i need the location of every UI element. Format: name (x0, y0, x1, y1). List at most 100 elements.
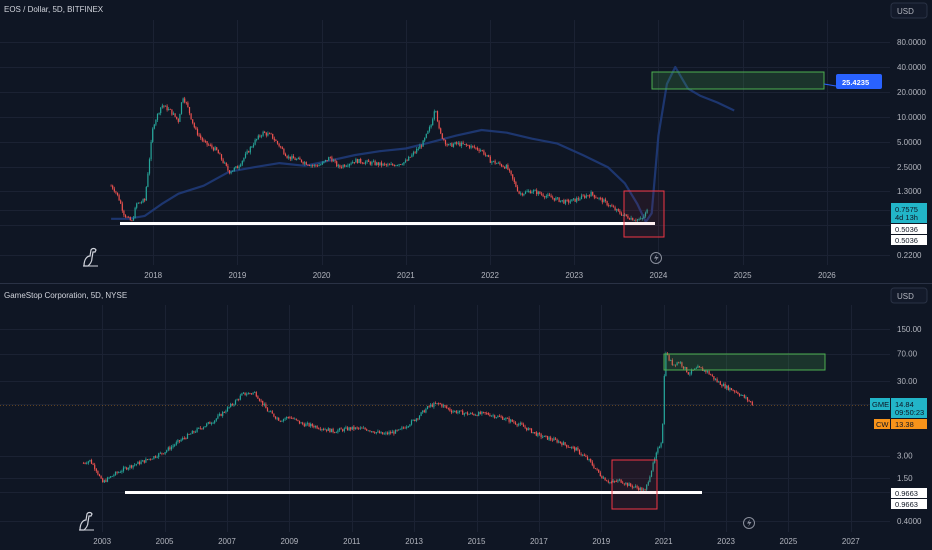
bottom-currency-label[interactable]: USD (897, 292, 914, 301)
bottom-target-zone[interactable] (663, 353, 826, 371)
candle-body (353, 426, 355, 430)
candle-body (257, 396, 259, 399)
candle-body (379, 162, 381, 166)
top-y-axis[interactable]: 80.0000 40.0000 20.0000 10.0000 5.0000 2.5000… (897, 38, 926, 260)
candle-body (516, 424, 518, 426)
candle-body (644, 489, 646, 491)
bottom-level-tag-2[interactable]: 0.9663 (891, 499, 927, 509)
candle-body (394, 429, 397, 434)
top-x-axis[interactable]: 2018 2019 2020 2021 2022 2023 2024 2025 2026 (144, 271, 836, 280)
candle-body (435, 111, 437, 112)
candle-body (90, 460, 93, 464)
candle-body (148, 458, 150, 460)
candle-body (575, 447, 577, 451)
candle-body (390, 164, 392, 165)
candle-body (209, 422, 211, 424)
candle-body (694, 368, 696, 371)
candle-body (380, 162, 383, 166)
candle-body (287, 417, 289, 418)
candle-body (318, 165, 320, 167)
top-target-zone[interactable] (651, 71, 825, 90)
candle-body (433, 403, 435, 407)
candle-body (367, 430, 369, 432)
candle-body (206, 423, 208, 427)
candle-body (553, 438, 555, 441)
candle-body (420, 412, 422, 416)
candle-body (391, 431, 393, 434)
candle-body (386, 432, 389, 434)
candle-body (580, 453, 582, 455)
candle-body (441, 404, 443, 407)
bottom-currency-button[interactable]: USD (890, 287, 928, 304)
top-dino-logo-icon[interactable] (83, 247, 98, 267)
top-level-tag-1[interactable]: 0.5036 (891, 224, 927, 234)
candle-body (584, 195, 586, 198)
candle-body (595, 197, 597, 199)
candle-body (521, 423, 523, 425)
top-price-tag[interactable]: 0.7575 4d 13h (891, 203, 927, 223)
bottom-lightning-icon[interactable] (743, 517, 755, 529)
candle-body (110, 476, 112, 478)
bottom-ticker-tag[interactable]: GME (870, 398, 890, 410)
candle-body (292, 418, 294, 419)
candle-body (484, 154, 487, 156)
candle-body (111, 476, 113, 477)
candle-body (124, 467, 126, 469)
bottom-dino-logo-icon[interactable] (79, 511, 94, 531)
candle-body (422, 410, 424, 413)
candle-body (294, 158, 296, 160)
candle-body (638, 487, 640, 491)
bottom-x-axis[interactable]: 2003 2005 2007 2009 2011 2013 2015 2017 2019 2021… (93, 537, 860, 546)
top-level-tag-2[interactable]: 0.5036 (891, 235, 927, 245)
candle-body (556, 439, 558, 443)
candle-body (582, 454, 584, 456)
candle-body (569, 447, 571, 448)
candle-body (302, 422, 304, 425)
candle-body (220, 154, 223, 160)
candle-body (308, 423, 310, 427)
candle-body (279, 420, 281, 422)
top-accumulation-box[interactable] (623, 190, 665, 238)
candle-body (641, 218, 643, 219)
candle-body (489, 414, 491, 417)
candle-body (564, 442, 566, 445)
bottom-orange-tag-label[interactable]: CW (874, 419, 890, 429)
candle-body (132, 465, 134, 468)
candle-body (302, 162, 304, 164)
candle-body (248, 151, 250, 153)
bottom-price-tag[interactable]: 14.84 09:50:23 (891, 398, 927, 418)
candle-body (129, 217, 131, 221)
candle-body (436, 403, 438, 404)
candle-body (324, 429, 326, 431)
candle-body (512, 174, 514, 179)
candle-body (622, 214, 624, 216)
candle-body (607, 481, 609, 483)
candle-body (276, 141, 279, 144)
bottom-accumulation-box[interactable] (611, 459, 658, 510)
bottom-orange-tag[interactable]: 13.38 (891, 419, 927, 429)
target-connector (823, 83, 837, 87)
bottom-y-axis[interactable]: 150.00 70.00 30.00 3.00 1.50 0.4000 (897, 325, 922, 526)
top-currency-label[interactable]: USD (897, 7, 914, 16)
candle-body (174, 113, 176, 117)
x-tick-label: 2022 (481, 271, 499, 280)
candle-body (276, 417, 278, 419)
candle-body (289, 417, 291, 419)
candle-body (452, 411, 454, 413)
candle-body (313, 426, 315, 428)
bottom-level-tag-1[interactable]: 0.9663 (891, 488, 927, 498)
top-target-tag[interactable]: 25.4235 (836, 74, 882, 89)
candle-body (156, 113, 159, 120)
candle-body (428, 127, 431, 131)
top-lightning-icon[interactable] (650, 252, 662, 264)
candle-body (532, 190, 535, 192)
candle-body (206, 141, 208, 145)
candle-body (230, 171, 232, 174)
candle-body (274, 416, 277, 419)
candle-body (470, 145, 472, 148)
candle-body (138, 461, 141, 465)
candle-body (465, 144, 467, 146)
candle-body (331, 157, 333, 162)
candle-body (335, 432, 337, 434)
top-currency-button[interactable]: USD (890, 2, 928, 19)
